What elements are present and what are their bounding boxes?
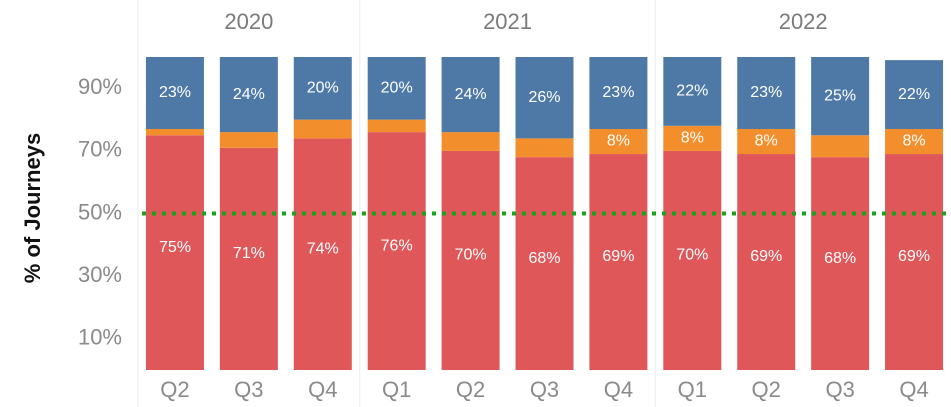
bar-segment: [885, 154, 944, 370]
value-label: 8%: [681, 130, 704, 147]
bar-segment: [293, 138, 352, 370]
bar-segment: [811, 135, 870, 158]
bar-segment: [367, 119, 426, 133]
value-label: 76%: [381, 237, 413, 254]
y-tick-label: 70%: [78, 137, 122, 162]
x-tick-label: Q4: [604, 377, 633, 402]
bar-segment: [515, 57, 574, 139]
bar-segment: [219, 57, 278, 133]
bar-segment: [441, 132, 500, 151]
bar-segment: [737, 128, 796, 155]
value-label: 23%: [750, 84, 782, 101]
bar-segment: [145, 128, 204, 136]
bar-segment: [811, 157, 870, 370]
value-label: 24%: [455, 86, 487, 103]
y-tick-label: 50%: [78, 199, 122, 224]
bar-segment: [367, 57, 426, 120]
bar-segment: [885, 60, 944, 129]
value-label: 24%: [233, 86, 265, 103]
value-label: 70%: [455, 247, 487, 264]
year-label: 2020: [224, 9, 273, 34]
value-label: 71%: [233, 245, 265, 262]
y-tick-label: 90%: [78, 74, 122, 99]
value-label: 8%: [902, 133, 925, 150]
bar-segment: [589, 128, 648, 155]
x-tick-label: Q4: [308, 377, 337, 402]
value-label: 70%: [676, 247, 708, 264]
bar-segment: [589, 154, 648, 370]
value-label: 23%: [159, 84, 191, 101]
bar-segment: [663, 125, 722, 151]
bar-segment: [515, 138, 574, 158]
year-label: 2022: [779, 9, 828, 34]
y-axis-title: % of Journeys: [20, 133, 45, 283]
value-label: 20%: [307, 80, 339, 97]
value-label: 68%: [824, 250, 856, 267]
bar-segment: [441, 150, 500, 370]
bar-segment: [811, 57, 870, 136]
bar-segment: [293, 119, 352, 139]
value-label: 25%: [824, 87, 856, 104]
bar-segment: [737, 154, 796, 370]
value-label: 69%: [602, 248, 634, 265]
bar-segment: [145, 57, 204, 129]
bar-segment: [219, 147, 278, 370]
year-label: 2021: [483, 9, 532, 34]
bar-segment: [145, 135, 204, 370]
value-label: 8%: [755, 133, 778, 150]
x-tick-label: Q3: [530, 377, 559, 402]
value-label: 23%: [602, 84, 634, 101]
bar-segment: [663, 57, 722, 126]
value-label: 69%: [898, 248, 930, 265]
bar-segment: [441, 57, 500, 133]
value-label: 26%: [528, 89, 560, 106]
value-label: 22%: [676, 83, 708, 100]
bar-segment: [737, 57, 796, 129]
bar-segment: [589, 57, 648, 129]
value-label: 75%: [159, 239, 191, 256]
bar-segment: [293, 57, 352, 120]
bar-segment: [663, 150, 722, 370]
y-tick-label: 10%: [78, 325, 122, 350]
x-tick-label: Q2: [752, 377, 781, 402]
x-tick-label: Q2: [456, 377, 485, 402]
value-label: 22%: [898, 86, 930, 103]
x-tick-label: Q1: [382, 377, 411, 402]
value-label: 74%: [307, 240, 339, 257]
value-label: 69%: [750, 248, 782, 265]
value-label: 20%: [381, 80, 413, 97]
bar-segment: [219, 132, 278, 148]
y-tick-label: 30%: [78, 262, 122, 287]
x-tick-label: Q4: [899, 377, 928, 402]
x-tick-label: Q3: [234, 377, 263, 402]
value-label: 8%: [607, 133, 630, 150]
bar-segment: [515, 157, 574, 370]
bar-segment: [367, 132, 426, 370]
x-tick-label: Q2: [160, 377, 189, 402]
x-tick-label: Q1: [678, 377, 707, 402]
value-label: 68%: [528, 250, 560, 267]
x-tick-label: Q3: [825, 377, 854, 402]
bar-segment: [885, 128, 944, 155]
